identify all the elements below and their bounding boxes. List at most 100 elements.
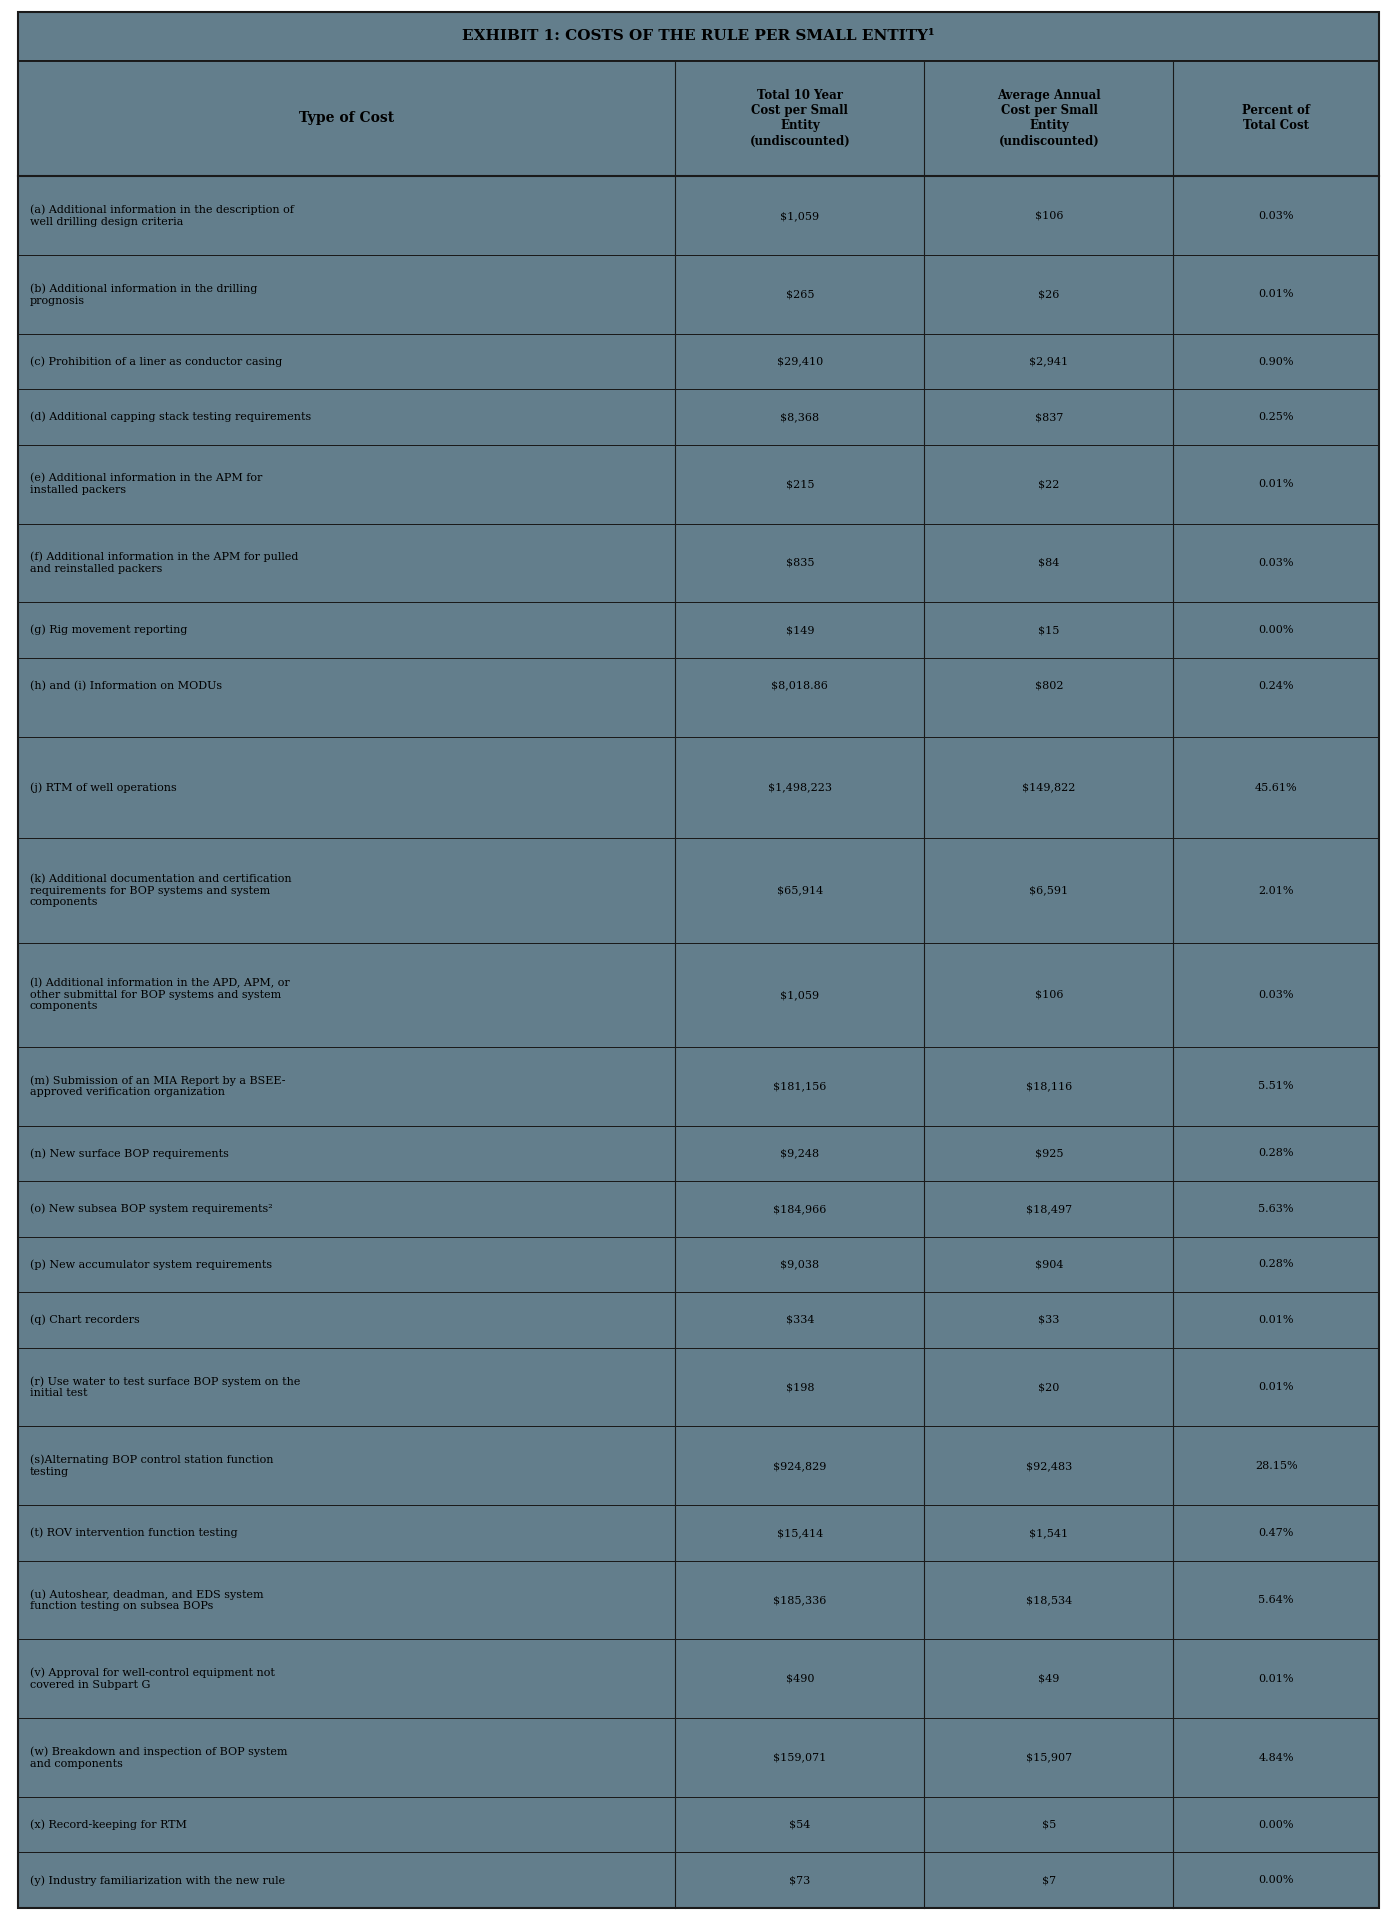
Text: $15: $15 [1038, 626, 1060, 636]
Text: (f) Additional information in the APM for pulled
and reinstalled packers: (f) Additional information in the APM fo… [29, 551, 299, 574]
Text: 5.64%: 5.64% [1259, 1596, 1294, 1605]
Text: 0.01%: 0.01% [1259, 290, 1294, 300]
Text: $9,248: $9,248 [781, 1148, 820, 1158]
Text: 0.00%: 0.00% [1259, 1820, 1294, 1830]
Text: $925: $925 [1035, 1148, 1063, 1158]
Text: $802: $802 [1035, 682, 1063, 691]
Text: 0.25%: 0.25% [1259, 413, 1294, 422]
Text: $159,071: $159,071 [774, 1753, 827, 1763]
Text: $265: $265 [785, 290, 814, 300]
Bar [18, 659, 1379, 737]
Text: $1,059: $1,059 [781, 989, 820, 1000]
Text: $184,966: $184,966 [773, 1204, 827, 1213]
Text: (x) Record-keeping for RTM: (x) Record-keeping for RTM [29, 1820, 187, 1830]
Text: $106: $106 [1035, 989, 1063, 1000]
Bar [18, 839, 1379, 943]
Bar [18, 1292, 1379, 1348]
Text: $6,591: $6,591 [1030, 885, 1069, 895]
Text: (t) ROV intervention function testing: (t) ROV intervention function testing [29, 1528, 237, 1538]
Text: 28.15%: 28.15% [1255, 1461, 1298, 1471]
Text: $181,156: $181,156 [773, 1081, 827, 1091]
Text: 5.51%: 5.51% [1259, 1081, 1294, 1091]
Text: $904: $904 [1035, 1260, 1063, 1269]
Text: $215: $215 [785, 480, 814, 490]
Text: (q) Chart recorders: (q) Chart recorders [29, 1315, 140, 1325]
Text: 0.00%: 0.00% [1259, 626, 1294, 636]
Text: 0.47%: 0.47% [1259, 1528, 1294, 1538]
Text: (e) Additional information in the APM for
installed packers: (e) Additional information in the APM fo… [29, 474, 263, 495]
Text: (c) Prohibition of a liner as conductor casing: (c) Prohibition of a liner as conductor … [29, 357, 282, 367]
Text: $837: $837 [1035, 413, 1063, 422]
Text: 0.03%: 0.03% [1259, 989, 1294, 1000]
Bar [18, 1046, 1379, 1125]
Text: (d) Additional capping stack testing requirements: (d) Additional capping stack testing req… [29, 413, 312, 422]
Text: (y) Industry familiarization with the new rule: (y) Industry familiarization with the ne… [29, 1876, 285, 1885]
Text: $20: $20 [1038, 1382, 1060, 1392]
Text: Average Annual
Cost per Small
Entity
(undiscounted): Average Annual Cost per Small Entity (un… [997, 90, 1101, 148]
Bar [18, 737, 1379, 839]
Text: (l) Additional information in the APD, APM, or
other submittal for BOP systems a: (l) Additional information in the APD, A… [29, 977, 289, 1012]
Text: $15,414: $15,414 [777, 1528, 823, 1538]
Text: $84: $84 [1038, 559, 1060, 568]
Text: 0.01%: 0.01% [1259, 480, 1294, 490]
Text: 0.01%: 0.01% [1259, 1382, 1294, 1392]
Bar [18, 1348, 1379, 1427]
Text: $1,541: $1,541 [1030, 1528, 1069, 1538]
Bar [18, 334, 1379, 390]
Text: EXHIBIT 1: COSTS OF THE RULE PER SMALL ENTITY¹: EXHIBIT 1: COSTS OF THE RULE PER SMALL E… [462, 29, 935, 44]
Text: Type of Cost: Type of Cost [299, 111, 394, 125]
Text: (n) New surface BOP requirements: (n) New surface BOP requirements [29, 1148, 229, 1158]
Text: (k) Additional documentation and certification
requirements for BOP systems and : (k) Additional documentation and certifi… [29, 874, 292, 908]
Text: $2,941: $2,941 [1030, 357, 1069, 367]
Text: 0.03%: 0.03% [1259, 211, 1294, 221]
Text: 0.00%: 0.00% [1259, 1876, 1294, 1885]
Text: $22: $22 [1038, 480, 1060, 490]
Bar [18, 1561, 1379, 1640]
Text: $198: $198 [785, 1382, 814, 1392]
Text: $8,018.86: $8,018.86 [771, 682, 828, 691]
Bar [18, 1853, 1379, 1908]
Text: 5.63%: 5.63% [1259, 1204, 1294, 1213]
Bar [18, 943, 1379, 1046]
Text: (b) Additional information in the drilling
prognosis: (b) Additional information in the drilli… [29, 284, 257, 305]
Bar [18, 1181, 1379, 1236]
Text: $149,822: $149,822 [1023, 783, 1076, 793]
Text: (g) Rig movement reporting: (g) Rig movement reporting [29, 624, 187, 636]
Text: $18,497: $18,497 [1025, 1204, 1071, 1213]
Bar [18, 524, 1379, 603]
Text: 0.28%: 0.28% [1259, 1148, 1294, 1158]
Text: (h) and (i) Information on MODUs: (h) and (i) Information on MODUs [29, 680, 222, 691]
Text: $92,483: $92,483 [1025, 1461, 1071, 1471]
Text: 2.01%: 2.01% [1259, 885, 1294, 895]
Bar [18, 1125, 1379, 1181]
Text: $18,116: $18,116 [1025, 1081, 1071, 1091]
Text: (m) Submission of an MIA Report by a BSEE-
approved verification organization: (m) Submission of an MIA Report by a BSE… [29, 1075, 285, 1096]
Text: (o) New subsea BOP system requirements²: (o) New subsea BOP system requirements² [29, 1204, 272, 1213]
Text: $9,038: $9,038 [781, 1260, 820, 1269]
Bar [18, 1718, 1379, 1797]
Text: 0.24%: 0.24% [1259, 682, 1294, 691]
Text: Percent of
Total Cost: Percent of Total Cost [1242, 104, 1310, 132]
Text: $18,534: $18,534 [1025, 1596, 1071, 1605]
Text: $1,498,223: $1,498,223 [768, 783, 831, 793]
Text: Total 10 Year
Cost per Small
Entity
(undiscounted): Total 10 Year Cost per Small Entity (und… [750, 90, 851, 148]
Bar [18, 1236, 1379, 1292]
Text: $835: $835 [785, 559, 814, 568]
Text: $106: $106 [1035, 211, 1063, 221]
Text: (s)Alternating BOP control station function
testing: (s)Alternating BOP control station funct… [29, 1455, 274, 1476]
Bar [18, 1797, 1379, 1853]
Text: 0.28%: 0.28% [1259, 1260, 1294, 1269]
Bar [18, 255, 1379, 334]
Text: $26: $26 [1038, 290, 1060, 300]
Text: $5: $5 [1042, 1820, 1056, 1830]
Text: $334: $334 [785, 1315, 814, 1325]
Text: $7: $7 [1042, 1876, 1056, 1885]
Text: $29,410: $29,410 [777, 357, 823, 367]
Bar [18, 1640, 1379, 1718]
Text: 0.90%: 0.90% [1259, 357, 1294, 367]
Text: (p) New accumulator system requirements: (p) New accumulator system requirements [29, 1260, 272, 1269]
Text: $149: $149 [785, 626, 814, 636]
Text: 0.01%: 0.01% [1259, 1315, 1294, 1325]
Text: $185,336: $185,336 [773, 1596, 827, 1605]
Bar [18, 445, 1379, 524]
